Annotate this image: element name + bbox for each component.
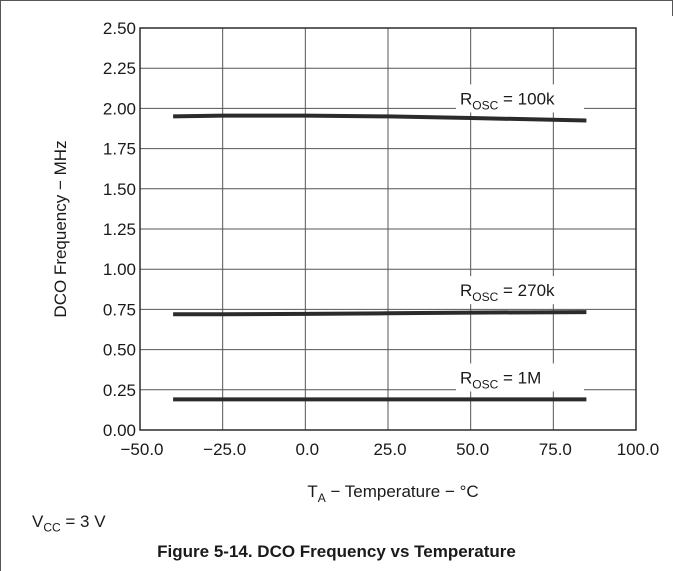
plot-area-border — [139, 27, 637, 431]
y-tick-label: 1.75 — [103, 140, 136, 159]
y-tick-label: 2.25 — [103, 59, 136, 78]
series-label: ROSC = 270k — [460, 281, 555, 304]
y-tick-label: 0.25 — [103, 381, 136, 400]
x-axis-title-subscript: A — [318, 491, 326, 505]
y-tick-label: 2.00 — [103, 99, 136, 118]
x-tick-label: 25.0 — [373, 440, 406, 459]
x-tick-label: 0.0 — [296, 440, 320, 459]
x-axis-title-suffix: − Temperature − °C — [326, 482, 479, 501]
x-tick-label: −50.0 — [120, 440, 163, 459]
series-label-subscript: OSC — [472, 290, 498, 304]
series-label-subscript: OSC — [472, 377, 498, 391]
x-tick-label: 50.0 — [456, 440, 489, 459]
series-line — [173, 310, 587, 317]
y-tick-labels: 0.00 0.25 0.50 0.75 1.00 1.25 1.50 1.75 2.00 2.25… — [103, 19, 136, 440]
x-tick-labels: −50.0 −25.0 0.0 25.0 50.0 75.0 100.0 — [120, 440, 659, 459]
supply-voltage-note: VCC = 3 V — [32, 512, 106, 534]
series-line — [173, 113, 587, 123]
y-tick-label: 1.50 — [103, 180, 136, 199]
series-label-background — [456, 84, 584, 113]
series-label-subscript: OSC — [472, 98, 498, 112]
series-label-prefix: R — [460, 89, 472, 108]
series-label-background — [456, 363, 584, 392]
y-tick-label: 2.50 — [103, 19, 136, 38]
figure-caption: Figure 5-14. DCO Frequency vs Temperatur… — [157, 542, 516, 561]
note-subscript: CC — [43, 520, 61, 535]
series-lines — [173, 113, 587, 402]
note-suffix: = 3 V — [60, 512, 106, 531]
series-label-suffix: = 270k — [498, 281, 555, 300]
series-label-suffix: = 1M — [498, 368, 541, 387]
x-tick-label: 100.0 — [617, 440, 660, 459]
series-label-prefix: R — [460, 281, 472, 300]
x-tick-label: −25.0 — [203, 440, 246, 459]
x-axis-title: TA − Temperature − °C — [307, 482, 478, 505]
series-label: ROSC = 1M — [460, 368, 541, 391]
y-tick-label: 0.50 — [103, 341, 136, 360]
y-tick-label: 0.00 — [103, 421, 136, 440]
note-prefix: V — [32, 512, 44, 531]
y-tick-label: 1.00 — [103, 260, 136, 279]
series-label-prefix: R — [460, 368, 472, 387]
series-label: ROSC = 100k — [460, 89, 555, 112]
series-label-suffix: = 100k — [498, 89, 555, 108]
y-tick-label: 0.75 — [103, 300, 136, 319]
series-label-background — [456, 276, 584, 305]
y-tick-label: 1.25 — [103, 220, 136, 239]
x-axis-title-prefix: T — [307, 482, 317, 501]
x-tick-label: 75.0 — [539, 440, 572, 459]
y-axis-title: DCO Frequency − MHz — [51, 140, 70, 317]
